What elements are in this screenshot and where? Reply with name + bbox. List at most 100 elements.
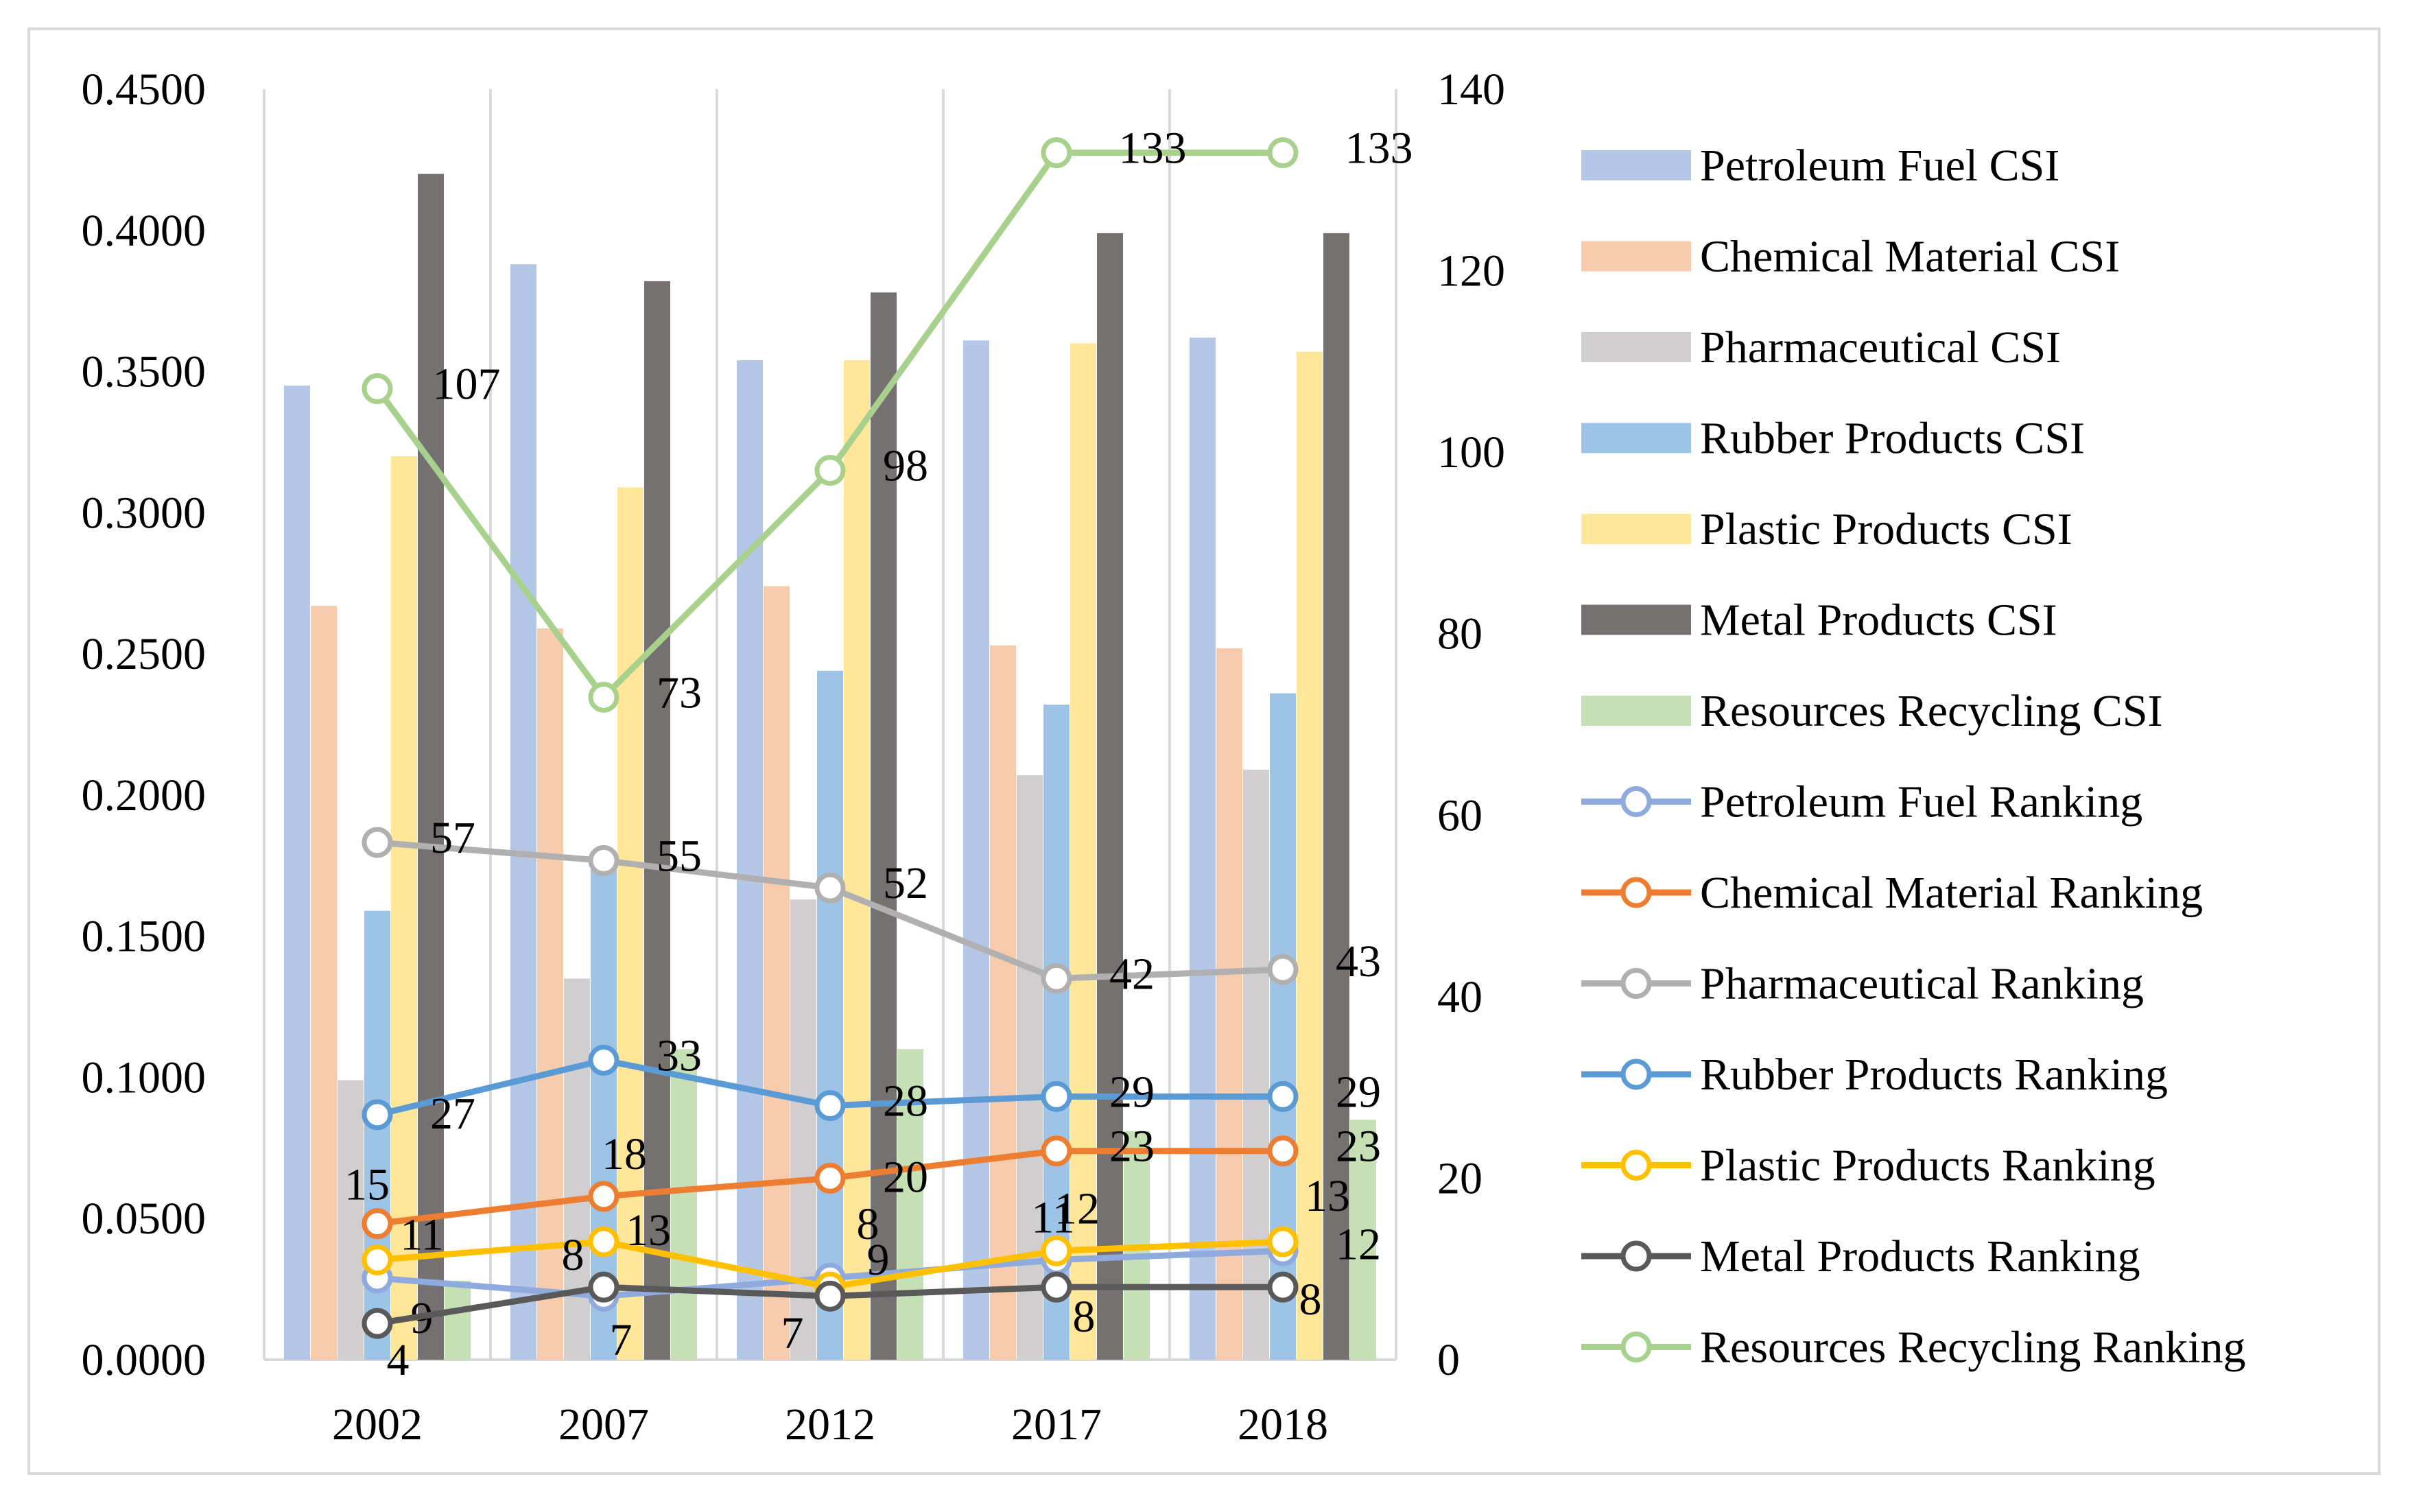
data-label-petroleum-fuel-ranking-2007: 7 [610, 1314, 633, 1365]
data-label-resources-recycling-ranking-2018: 133 [1345, 123, 1413, 174]
bar-petroleum-fuel-csi-2012 [737, 360, 763, 1360]
point-rubber-products-ranking-2002 [362, 1099, 393, 1131]
bar-petroleum-fuel-csi-2018 [1190, 338, 1216, 1360]
bar-pharmaceutical-csi-2018 [1243, 769, 1269, 1360]
right-axis-tick-label: 60 [1437, 790, 1482, 840]
legend-marker-rubber-products-ranking [1620, 1059, 1652, 1090]
x-axis-tick-label-2012: 2012 [785, 1399, 875, 1450]
bar-plastic-products-csi-2007 [617, 487, 643, 1360]
bar-rubber-products-csi-2012 [817, 670, 843, 1360]
data-label-metal-products-ranking-2002: 4 [387, 1335, 410, 1385]
point-plastic-products-ranking-2007 [588, 1226, 619, 1257]
bar-metal-products-csi-2007 [644, 281, 670, 1360]
data-label-pharmaceutical-ranking-2017: 42 [1109, 949, 1155, 999]
legend-marker-petroleum-fuel-ranking [1620, 786, 1652, 817]
legend-marker-chemical-material-ranking [1620, 877, 1652, 908]
point-metal-products-ranking-2007 [588, 1271, 619, 1303]
data-label-chemical-material-ranking-2017: 23 [1109, 1122, 1155, 1172]
legend-label-plastic-products-ranking: Plastic Products Ranking [1700, 1141, 2155, 1191]
legend-label-petroleum-fuel-csi: Petroleum Fuel CSI [1700, 141, 2059, 191]
data-label-plastic-products-ranking-2018: 13 [1305, 1171, 1350, 1221]
point-pharmaceutical-ranking-2018 [1267, 954, 1299, 985]
left-axis-tick-label: 0.2500 [82, 629, 206, 679]
bar-metal-products-csi-2002 [418, 174, 444, 1360]
point-pharmaceutical-ranking-2007 [588, 844, 619, 876]
data-label-plastic-products-ranking-2017: 12 [1054, 1183, 1100, 1233]
point-metal-products-ranking-2017 [1041, 1271, 1072, 1303]
right-axis-tick-label: 80 [1437, 609, 1482, 659]
bar-resources-recycling-csi-2018 [1350, 1120, 1376, 1360]
right-axis-tick-label: 20 [1437, 1153, 1482, 1203]
bar-chemical-material-csi-2007 [537, 628, 563, 1360]
legend-swatch-petroleum-fuel-csi [1581, 150, 1691, 180]
legend-label-pharmaceutical-ranking: Pharmaceutical Ranking [1700, 959, 2144, 1009]
data-label-chemical-material-ranking-2007: 18 [602, 1129, 647, 1179]
data-label-plastic-products-ranking-2012: 8 [857, 1199, 879, 1249]
legend-swatch-rubber-products-csi [1581, 423, 1691, 453]
legend-marker-plastic-products-ranking [1620, 1150, 1652, 1181]
data-label-rubber-products-ranking-2018: 29 [1336, 1067, 1381, 1117]
legend-label-pharmaceutical-csi: Pharmaceutical CSI [1700, 322, 2061, 373]
data-label-pharmaceutical-ranking-2002: 57 [430, 813, 475, 863]
bar-resources-recycling-csi-2002 [445, 1280, 471, 1360]
legend-label-metal-products-ranking: Metal Products Ranking [1700, 1231, 2140, 1281]
data-label-resources-recycling-ranking-2002: 107 [433, 359, 501, 410]
right-axis-tick-label: 40 [1437, 972, 1482, 1022]
data-label-resources-recycling-ranking-2007: 73 [657, 668, 702, 718]
right-axis-tick-label: 120 [1437, 246, 1505, 296]
bar-chemical-material-csi-2002 [311, 606, 337, 1360]
right-axis-tick-label: 140 [1437, 64, 1505, 115]
legend-label-rubber-products-ranking: Rubber Products Ranking [1700, 1050, 2168, 1100]
legend-label-chemical-material-csi: Chemical Material CSI [1700, 232, 2120, 282]
legend-marker-metal-products-ranking [1620, 1240, 1652, 1272]
legend-swatch-metal-products-csi [1581, 604, 1691, 635]
data-label-resources-recycling-ranking-2012: 98 [883, 441, 928, 491]
point-chemical-material-ranking-2017 [1041, 1135, 1072, 1167]
bar-metal-products-csi-2018 [1323, 233, 1349, 1360]
point-resources-recycling-ranking-2018 [1267, 137, 1299, 169]
data-label-pharmaceutical-ranking-2007: 55 [657, 831, 702, 881]
data-label-petroleum-fuel-ranking-2017: 11 [1031, 1192, 1075, 1242]
left-axis-tick-label: 0.1000 [82, 1052, 206, 1102]
bar-pharmaceutical-csi-2017 [1017, 775, 1043, 1360]
point-metal-products-ranking-2002 [362, 1308, 393, 1339]
legend-label-resources-recycling-csi: Resources Recycling CSI [1700, 686, 2163, 736]
x-axis-tick-label-2007: 2007 [558, 1399, 649, 1450]
data-label-rubber-products-ranking-2017: 29 [1109, 1067, 1155, 1117]
legend-label-petroleum-fuel-ranking: Petroleum Fuel Ranking [1700, 777, 2142, 827]
point-rubber-products-ranking-2007 [588, 1044, 619, 1076]
bar-chemical-material-csi-2012 [764, 586, 790, 1360]
bar-chemical-material-csi-2017 [990, 645, 1016, 1360]
legend: Petroleum Fuel CSI Chemical Material CSI P… [1581, 141, 2245, 1373]
data-label-resources-recycling-ranking-2017: 133 [1119, 123, 1187, 174]
bar-petroleum-fuel-csi-2007 [510, 264, 536, 1360]
data-label-chemical-material-ranking-2002: 15 [344, 1160, 390, 1210]
left-axis-tick-label: 0.3500 [82, 347, 206, 397]
bar-metal-products-csi-2017 [1097, 233, 1123, 1360]
data-label-rubber-products-ranking-2007: 33 [657, 1030, 702, 1080]
legend-label-plastic-products-csi: Plastic Products CSI [1700, 504, 2072, 554]
bar-plastic-products-csi-2017 [1070, 343, 1096, 1360]
bar-petroleum-fuel-csi-2017 [963, 340, 989, 1360]
data-label-pharmaceutical-ranking-2012: 52 [883, 858, 928, 908]
legend-swatch-pharmaceutical-csi [1581, 332, 1691, 362]
point-chemical-material-ranking-2012 [814, 1162, 846, 1194]
point-plastic-products-ranking-2017 [1041, 1235, 1072, 1266]
data-label-metal-products-ranking-2018: 8 [1299, 1275, 1322, 1325]
bar-metal-products-csi-2012 [871, 292, 897, 1360]
left-axis-tick-label: 0.4500 [82, 64, 206, 115]
left-axis-tick-label: 0.1500 [82, 912, 206, 962]
point-resources-recycling-ranking-2007 [588, 681, 619, 713]
point-resources-recycling-ranking-2012 [814, 455, 846, 486]
x-axis-tick-label-2017: 2017 [1011, 1399, 1102, 1450]
right-axis-tick-label: 100 [1437, 427, 1505, 477]
legend-label-metal-products-csi: Metal Products CSI [1700, 595, 2057, 646]
data-label-metal-products-ranking-2007: 8 [562, 1230, 584, 1280]
data-label-metal-products-ranking-2017: 8 [1073, 1292, 1096, 1342]
point-pharmaceutical-ranking-2012 [814, 872, 846, 903]
left-axis-tick-label: 0.2000 [82, 770, 206, 820]
left-axis-tick-label: 0.3000 [82, 488, 206, 538]
point-rubber-products-ranking-2018 [1267, 1080, 1299, 1112]
x-axis-tick-label-2018: 2018 [1238, 1399, 1328, 1450]
